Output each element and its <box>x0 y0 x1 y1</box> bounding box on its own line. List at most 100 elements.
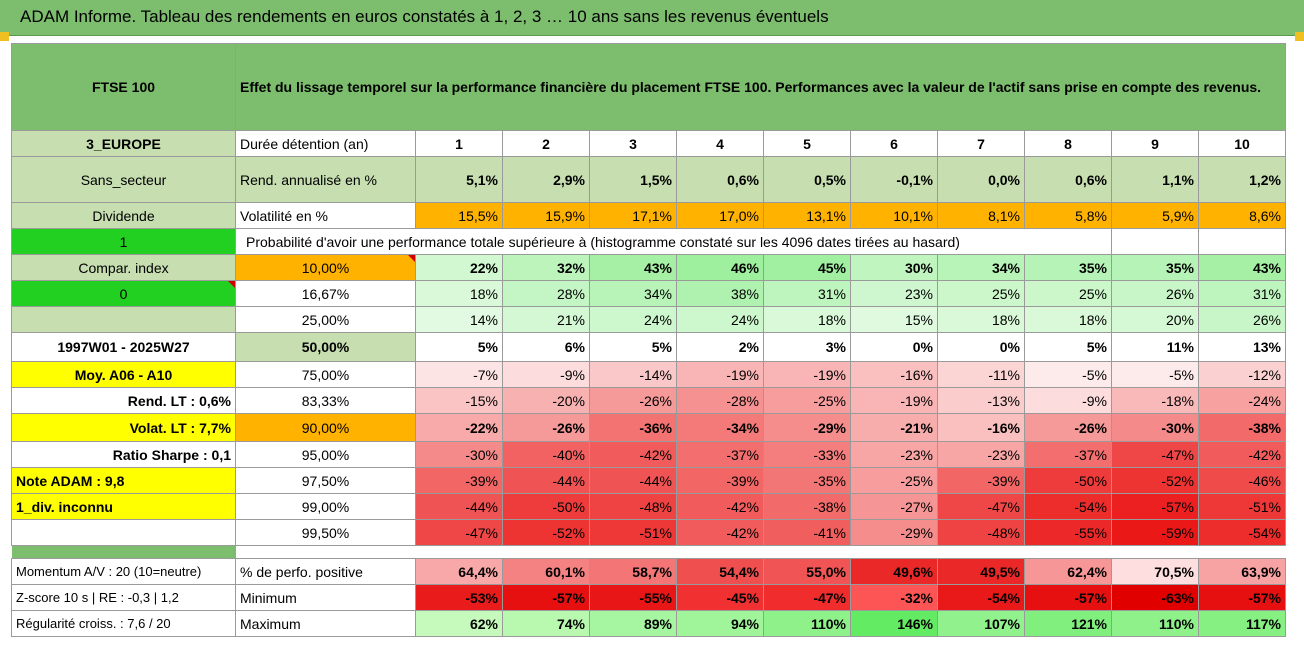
empty-cell <box>11 306 236 333</box>
proba-cell: 24% <box>589 306 677 333</box>
proba-cell: 15% <box>850 306 938 333</box>
proba-cell: 5% <box>1024 332 1112 362</box>
proba-cell: -25% <box>763 387 851 414</box>
rend-label: Rend. annualisé en % <box>235 156 416 203</box>
proba-cell: 43% <box>589 254 677 281</box>
separator-cell <box>416 546 503 559</box>
threshold-cell: 99,00% <box>235 493 416 520</box>
left-label-period: 1997W01 - 2025W27 <box>11 332 236 362</box>
proba-cell: -44% <box>415 493 503 520</box>
proba-cell: -48% <box>937 519 1025 546</box>
volatilite-cell: 10,1% <box>850 202 938 229</box>
proba-cell: -15% <box>415 387 503 414</box>
year-header: 8 <box>1024 130 1112 157</box>
proba-cell: -51% <box>1198 493 1286 520</box>
summary-cell: 64,4% <box>415 558 503 585</box>
proba-cell: 5% <box>415 332 503 362</box>
proba-cell: 18% <box>1024 306 1112 333</box>
summary-cell: 74% <box>502 610 590 637</box>
proba-cell: -19% <box>850 387 938 414</box>
proba-cell: 24% <box>676 306 764 333</box>
left-label-note: Note ADAM : 9,8 <box>11 467 236 494</box>
proba-cell: -51% <box>589 519 677 546</box>
one-cell[interactable]: 1 <box>11 228 236 255</box>
rendement-cell: 5,1% <box>415 156 503 203</box>
summary-cell: 60,1% <box>502 558 590 585</box>
proba-cell: 3% <box>763 332 851 362</box>
proba-cell: -44% <box>589 467 677 494</box>
left-label-regularite: Régularité croiss. : 7,6 / 20 <box>11 610 236 637</box>
year-header: 9 <box>1111 130 1199 157</box>
proba-row: 1997W01 - 2025W27 50,00% 5% 6% 5% 2% 3% 0% 0% 5% 1… <box>11 332 1286 362</box>
proba-cell: -46% <box>1198 467 1286 494</box>
proba-cell: -5% <box>1024 361 1112 388</box>
proba-cell: -40% <box>502 441 590 468</box>
proba-cell: -50% <box>1024 467 1112 494</box>
proba-cell: -50% <box>502 493 590 520</box>
year-header: 1 <box>415 130 503 157</box>
summary-cell: 107% <box>937 610 1025 637</box>
proba-cell: -18% <box>1111 387 1199 414</box>
proba-heading-row: 1 Probabilité d'avoir une performance to… <box>11 228 1286 255</box>
summary-cell: 110% <box>1111 610 1199 637</box>
year-header: 3 <box>589 130 677 157</box>
proba-cell: -37% <box>1024 441 1112 468</box>
volatilite-cell: 5,8% <box>1024 202 1112 229</box>
proba-cell: -19% <box>763 361 851 388</box>
proba-cell: -37% <box>676 441 764 468</box>
proba-cell: -29% <box>850 519 938 546</box>
rendement-cell: 2,9% <box>502 156 590 203</box>
left-label-zero[interactable]: 0 <box>11 280 236 307</box>
proba-cell: -47% <box>1111 441 1199 468</box>
rendement-cell: 1,5% <box>589 156 677 203</box>
proba-cell: 30% <box>850 254 938 281</box>
summary-cell: 49,5% <box>937 558 1025 585</box>
left-label-momentum: Momentum A/V : 20 (10=neutre) <box>11 558 236 585</box>
volatilite-cell: 15,5% <box>415 202 503 229</box>
proba-cell: -14% <box>589 361 677 388</box>
corner-marker-left <box>0 32 9 41</box>
proba-cell: 28% <box>502 280 590 307</box>
volatilite-cell: 8,6% <box>1198 202 1286 229</box>
summary-cell: -54% <box>937 584 1025 611</box>
separator-cell <box>677 546 764 559</box>
proba-cell: -12% <box>1198 361 1286 388</box>
proba-cell: -30% <box>415 441 503 468</box>
volatilite-cell: 5,9% <box>1111 202 1199 229</box>
proba-cell: 2% <box>676 332 764 362</box>
proba-cell: -59% <box>1111 519 1199 546</box>
left-label-moy: Moy. A06 - A10 <box>11 361 236 388</box>
proba-cell: 43% <box>1198 254 1286 281</box>
rendement-cell: 1,1% <box>1111 156 1199 203</box>
proba-cell: 21% <box>502 306 590 333</box>
proba-cell: -20% <box>502 387 590 414</box>
proba-row: 25,00% 14% 21% 24% 24% 18% 15% 18% 18% 20% 26% <box>11 306 1286 333</box>
left-label-compar: Compar. index <box>11 254 236 281</box>
year-header: 2 <box>502 130 590 157</box>
year-header: 10 <box>1198 130 1286 157</box>
proba-cell: -35% <box>763 467 851 494</box>
summary-cell: 146% <box>850 610 938 637</box>
left-label-volat-lt: Volat. LT : 7,7% <box>11 413 236 442</box>
proba-cell: -7% <box>415 361 503 388</box>
summary-cell: -57% <box>502 584 590 611</box>
summary-cell: 58,7% <box>589 558 677 585</box>
year-header: 6 <box>850 130 938 157</box>
proba-cell: -26% <box>589 387 677 414</box>
threshold-cell: 83,33% <box>235 387 416 414</box>
proba-cell: -42% <box>1198 441 1286 468</box>
proba-cell: -26% <box>1024 413 1112 442</box>
left-label-sharpe: Ratio Sharpe : 0,1 <box>11 441 236 468</box>
proba-cell: -29% <box>763 413 851 442</box>
proba-cell: 14% <box>415 306 503 333</box>
duree-label: Durée détention (an) <box>235 130 416 157</box>
rendement-cell: 0,6% <box>676 156 764 203</box>
proba-cell: 20% <box>1111 306 1199 333</box>
year-header: 4 <box>676 130 764 157</box>
proba-cell: -55% <box>1024 519 1112 546</box>
summary-cell: 117% <box>1198 610 1286 637</box>
proba-cell: 26% <box>1198 306 1286 333</box>
summary-cell: 55,0% <box>763 558 851 585</box>
proba-cell: -23% <box>850 441 938 468</box>
proba-cell: -24% <box>1198 387 1286 414</box>
